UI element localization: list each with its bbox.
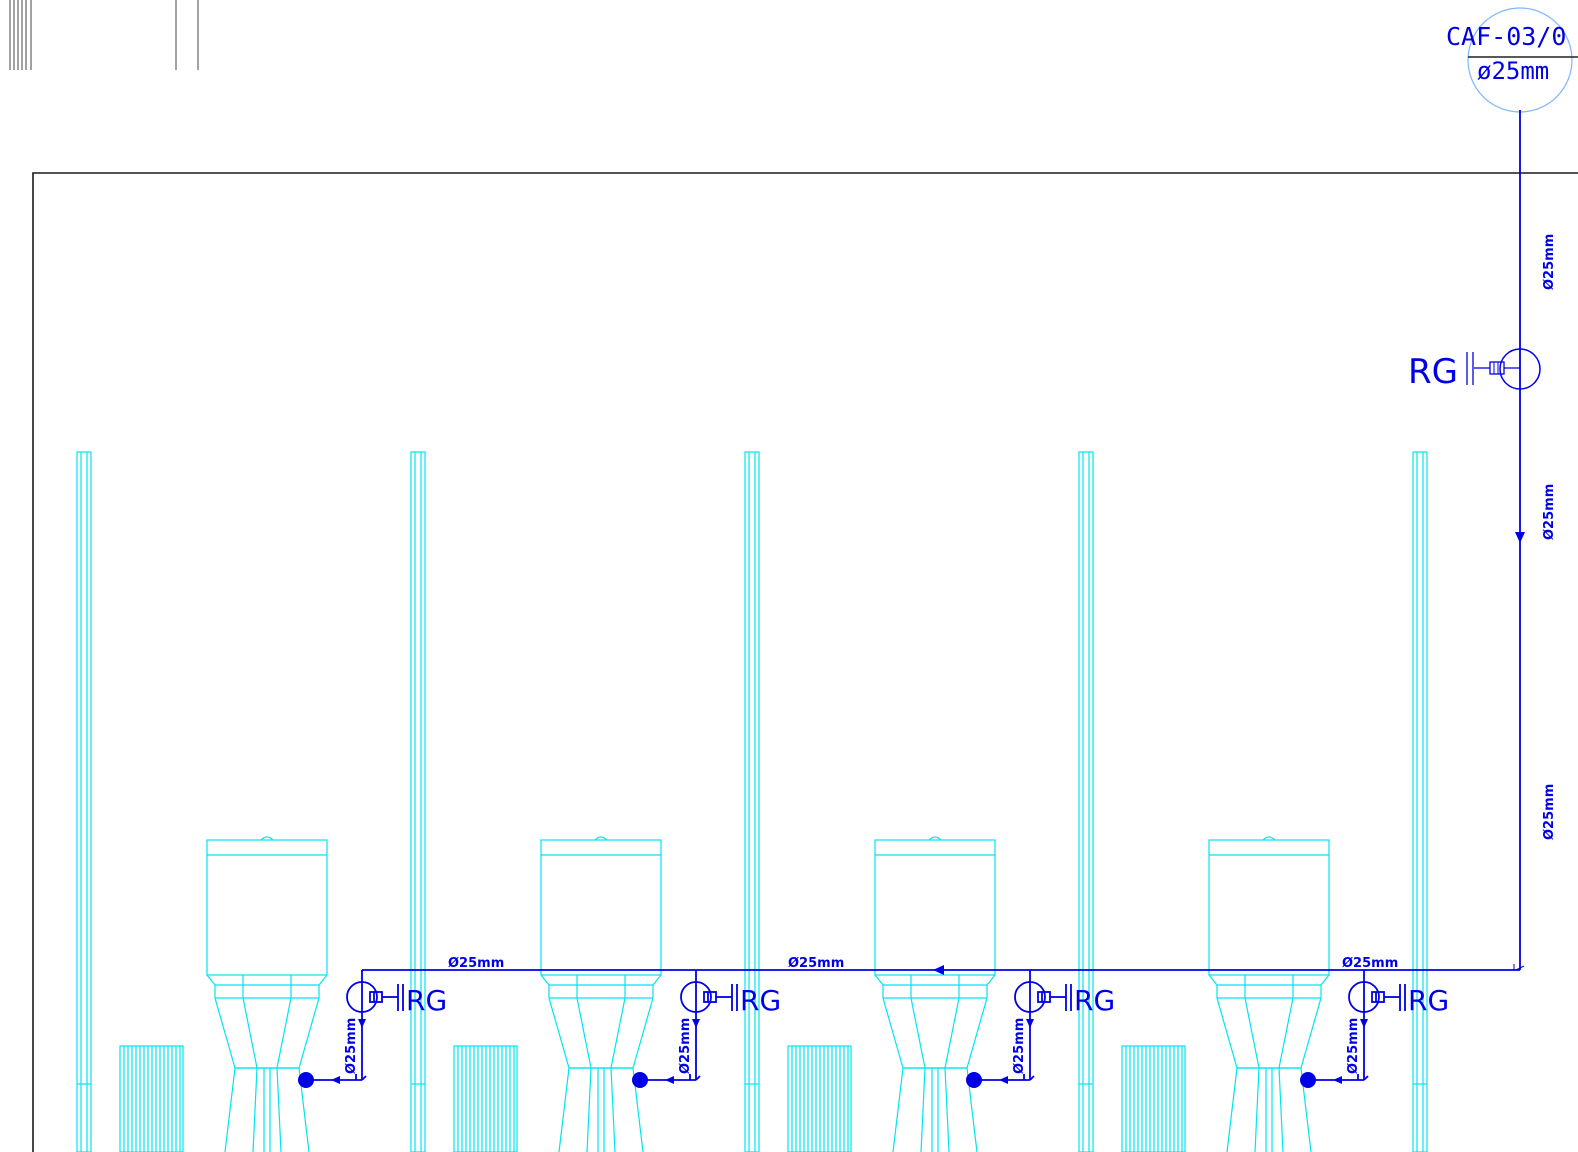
register-valve-4: RG xyxy=(1348,981,1449,1017)
toilet-4 xyxy=(1208,836,1330,1152)
riser-diameter-label-3: Ø25mm xyxy=(1542,784,1557,840)
partition-4 xyxy=(1078,451,1094,1152)
register-label: RG xyxy=(406,984,447,1017)
riser-diameter-label-1: Ø25mm xyxy=(1542,234,1557,290)
partition-1 xyxy=(76,451,92,1152)
wall-frame xyxy=(32,172,1578,1152)
horizontal-branch: Ø25mm Ø25mm Ø25mm xyxy=(362,956,1525,975)
inlet-point xyxy=(1300,1072,1316,1088)
branch-label-1: Ø25mm xyxy=(448,956,504,971)
toilet-1 xyxy=(206,836,328,1152)
drop-diameter-label: Ø25mm xyxy=(1346,1018,1361,1074)
riser-tag: CAF-03/0 ø25mm xyxy=(1446,7,1578,113)
riser-register-valve: RG xyxy=(1408,348,1541,392)
waste-bin-3 xyxy=(787,1045,852,1152)
register-valve-3: RG xyxy=(1014,981,1115,1017)
fixture-drop-4: RG Ø25mm xyxy=(1300,970,1449,1088)
fixtures-layer xyxy=(119,836,1330,1152)
drop-flow-arrow xyxy=(692,1019,700,1028)
drop-diameter-label: Ø25mm xyxy=(678,1018,693,1074)
partition-5 xyxy=(1412,451,1428,1152)
inlet-point xyxy=(298,1072,314,1088)
toilet-2 xyxy=(540,836,662,1152)
register-label: RG xyxy=(740,984,781,1017)
branch-label-3: Ø25mm xyxy=(1342,956,1398,971)
waste-bin-1 xyxy=(119,1045,184,1152)
register-label: RG xyxy=(1408,984,1449,1017)
flow-arrow-left xyxy=(933,965,944,975)
drop-flow-arrow xyxy=(358,1019,366,1028)
toilet-3 xyxy=(874,836,996,1152)
vertical-riser: Ø25mm Ø25mm Ø25mm xyxy=(1515,110,1557,970)
stall-partitions xyxy=(76,451,1428,1152)
flow-arrow-down xyxy=(1515,532,1525,543)
riser-tag-label: CAF-03/0 xyxy=(1446,22,1566,51)
drop-diameter-label: Ø25mm xyxy=(344,1018,359,1074)
waste-bin-2 xyxy=(453,1045,518,1152)
riser-tag-diameter: ø25mm xyxy=(1477,57,1549,85)
partition-3 xyxy=(744,451,760,1152)
drop-flow-arrow xyxy=(1360,1019,1368,1028)
fixture-drop-3: RG Ø25mm xyxy=(966,970,1115,1088)
fixture-drop-1: RG Ø25mm xyxy=(298,970,447,1088)
inlet-point xyxy=(632,1072,648,1088)
fixture-drop-2: RG Ø25mm xyxy=(632,970,781,1088)
register-valve-2: RG xyxy=(680,981,781,1017)
riser-register-label: RG xyxy=(1408,352,1458,392)
top-left-marks xyxy=(9,0,199,70)
riser-diameter-label-2: Ø25mm xyxy=(1542,484,1557,540)
inlet-point xyxy=(966,1072,982,1088)
register-valve-1: RG xyxy=(346,981,447,1017)
fixture-drops: RG Ø25mm RG Ø25mm RG Ø25mm RG Ø25mm xyxy=(298,970,1449,1088)
drop-diameter-label: Ø25mm xyxy=(1012,1018,1027,1074)
register-label: RG xyxy=(1074,984,1115,1017)
waste-bin-4 xyxy=(1121,1045,1186,1152)
drop-flow-arrow xyxy=(1026,1019,1034,1028)
partition-2 xyxy=(410,451,426,1152)
branch-label-2: Ø25mm xyxy=(788,956,844,971)
